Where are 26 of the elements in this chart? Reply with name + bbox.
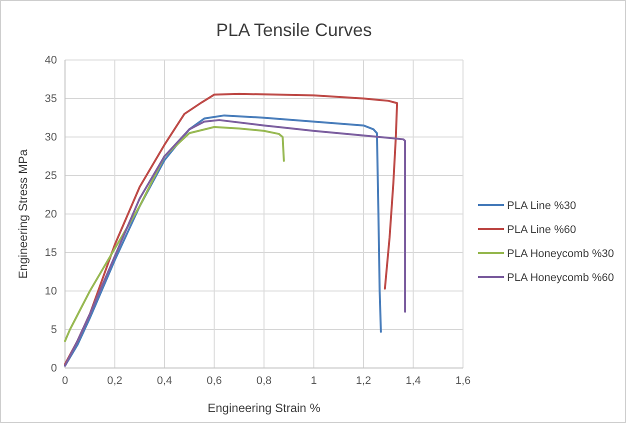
y-tick-label: 35 [44, 93, 57, 106]
legend-label: PLA Line %60 [507, 224, 576, 236]
x-tick-label: 1,6 [455, 374, 471, 387]
x-tick-label: 0,6 [206, 374, 222, 387]
y-tick-label: 25 [44, 170, 57, 182]
legend-label: PLA Line %30 [507, 200, 576, 212]
x-tick-label: 1,4 [406, 374, 421, 387]
x-tick-label: 0,8 [256, 374, 272, 387]
y-tick-label: 20 [44, 208, 57, 221]
line-series [64, 126, 285, 342]
x-tick-label: 0,4 [156, 374, 172, 387]
x-tick-label: 1 [310, 374, 317, 387]
y-tick-label: 15 [44, 247, 57, 260]
x-tick-label: 1,2 [356, 374, 372, 387]
y-tick-label: 5 [50, 324, 57, 336]
y-axis-title: Engineering Stress MPa [16, 148, 30, 279]
chart-title: PLA Tensile Curves [216, 20, 372, 40]
x-tick-label: 0 [62, 374, 68, 387]
y-tick-label: 40 [44, 54, 57, 67]
legend-label: PLA Honeycomb %60 [507, 272, 614, 284]
legend-label: PLA Honeycomb %30 [507, 248, 614, 260]
x-axis-title: Engineering Strain % [208, 401, 321, 415]
y-tick-label: 0 [50, 362, 57, 375]
y-tick-label: 10 [44, 286, 57, 298]
x-tick-label: 0,2 [107, 374, 122, 387]
y-tick-label: 30 [44, 132, 57, 144]
